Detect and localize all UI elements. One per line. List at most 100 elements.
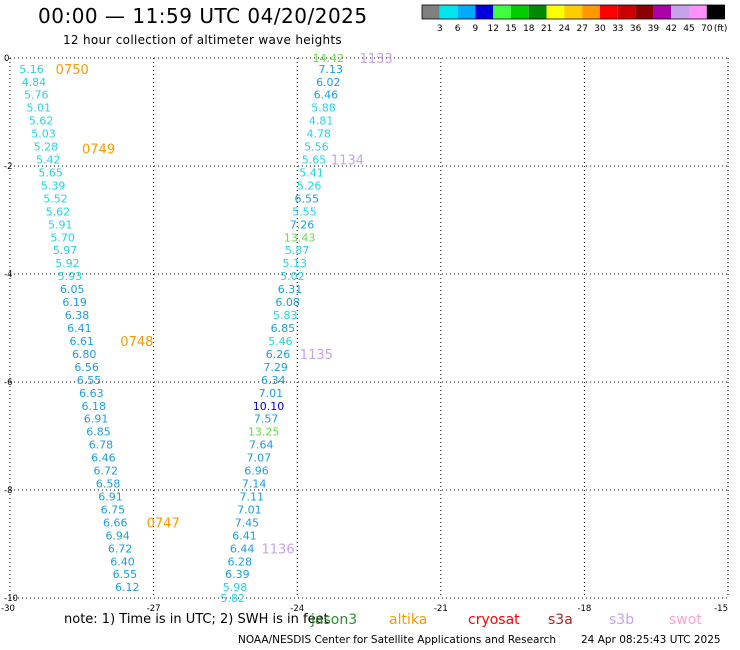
wave-height-value: 5.03 xyxy=(31,128,56,141)
wave-height-value: 6.80 xyxy=(72,348,97,361)
wave-height-value: 6.91 xyxy=(98,490,123,503)
wave-height-value: 6.18 xyxy=(82,400,107,413)
y-tick-label: -10 xyxy=(4,594,18,604)
colorbar-label: 33 xyxy=(612,24,623,34)
satellite-swot: swot xyxy=(669,612,702,628)
satellite-altika: altika xyxy=(389,612,428,628)
wave-height-value: 5.70 xyxy=(50,231,75,244)
colorbar-label: 39 xyxy=(648,24,660,34)
satellite-cryosat: cryosat xyxy=(468,612,520,628)
wave-height-value: 5.98 xyxy=(223,581,248,594)
colorbar-swatch xyxy=(422,5,440,19)
satellite-s3b: s3b xyxy=(609,612,635,628)
wave-height-value: 5.26 xyxy=(297,179,322,192)
x-tick-label: -24 xyxy=(290,604,304,614)
wave-height-value: 6.05 xyxy=(60,283,85,296)
x-tick-label: -15 xyxy=(714,604,728,614)
colorbar-swatch xyxy=(706,5,725,19)
wave-height-value: 5.93 xyxy=(58,270,83,283)
y-tick-label: -4 xyxy=(4,270,12,280)
wave-height-value: 5.87 xyxy=(285,244,310,257)
colorbar-swatch xyxy=(600,5,618,19)
wave-height-value: 5.46 xyxy=(268,335,293,348)
wave-height-value: 6.61 xyxy=(70,335,95,348)
pass-time-label: 0749 xyxy=(82,143,115,158)
wave-height-value: 6.41 xyxy=(67,322,92,335)
wave-height-value: 5.16 xyxy=(19,63,44,76)
wave-height-value: 5.13 xyxy=(283,257,308,270)
colorbar-label: 9 xyxy=(473,24,479,34)
wave-height-value: 7.45 xyxy=(235,516,260,529)
wave-height-value: 4.84 xyxy=(22,76,47,89)
wave-height-value: 5.82 xyxy=(220,592,245,605)
wave-height-value: 5.01 xyxy=(26,102,51,115)
colorbar-swatch xyxy=(689,5,707,19)
pass-time-label: 1133 xyxy=(360,52,393,67)
pass-time-label: 1135 xyxy=(300,348,333,363)
colorbar-label: (ft) xyxy=(714,24,728,34)
colorbar-frame xyxy=(421,4,726,20)
colorbar-label: 21 xyxy=(541,24,552,34)
colorbar-label: 18 xyxy=(523,24,535,34)
colorbar-swatch xyxy=(653,5,672,19)
pass-time-label: 0747 xyxy=(147,516,180,531)
wave-height-value: 6.91 xyxy=(84,413,109,426)
x-tick-label: -27 xyxy=(147,604,161,614)
wave-height-value: 5.28 xyxy=(34,141,59,154)
pass-time-label: 0750 xyxy=(56,63,89,78)
colorbar-label: 42 xyxy=(665,24,676,34)
wave-height-value: 6.56 xyxy=(74,361,99,374)
wave-height-value: 5.97 xyxy=(53,244,78,257)
y-tick-label: -2 xyxy=(4,162,12,172)
y-tick-label: -6 xyxy=(4,378,12,388)
wave-height-value: 7.01 xyxy=(259,387,284,400)
colorbar-swatch xyxy=(564,5,583,19)
wave-height-value: 6.08 xyxy=(275,296,300,309)
colorbar-label: 30 xyxy=(594,24,606,34)
wave-height-value: 6.55 xyxy=(77,374,102,387)
wave-height-value: 7.64 xyxy=(249,439,274,452)
wave-height-value: 7.11 xyxy=(239,490,264,503)
wave-height-value: 6.85 xyxy=(86,426,111,439)
wave-height-value: 5.52 xyxy=(43,192,68,205)
wave-height-value: 7.07 xyxy=(247,452,272,465)
wave-height-value: 6.66 xyxy=(103,516,128,529)
wave-height-value: 6.12 xyxy=(115,581,140,594)
wave-height-value: 7.14 xyxy=(242,478,267,491)
wave-height-value: 6.19 xyxy=(62,296,87,309)
colorbar-label: 36 xyxy=(630,24,642,34)
wave-height-value: 6.63 xyxy=(79,387,104,400)
credit-timestamp: 24 Apr 08:25:43 UTC 2025 xyxy=(581,634,721,646)
axis-ticks: -30 -27 -24 -21 -18 -15 0 -2 -4 -6 -8 -10 xyxy=(1,54,728,614)
colorbar-label: 70 xyxy=(701,24,713,34)
colorbar-swatch xyxy=(475,5,494,19)
wave-height-value: 6.44 xyxy=(230,542,255,555)
wave-height-value: 6.28 xyxy=(228,555,253,568)
wave-height-value: 6.55 xyxy=(113,568,138,581)
colorbar-label: 6 xyxy=(455,24,461,34)
colorbar-label: 3 xyxy=(437,24,443,34)
credit-organization: NOAA/NESDIS Center for Satellite Applica… xyxy=(238,634,556,646)
wave-height-value: 6.85 xyxy=(271,322,296,335)
colorbar-swatch xyxy=(493,5,511,19)
wave-height-value: 4.81 xyxy=(309,115,334,128)
colorbar-swatch xyxy=(546,5,565,19)
chart-subtitle: 12 hour collection of altimeter wave hei… xyxy=(63,33,342,47)
wave-height-value: 10.10 xyxy=(253,400,285,413)
wave-height-value: 6.75 xyxy=(101,503,126,516)
colorbar-swatch xyxy=(617,5,636,19)
wave-height-value: 6.96 xyxy=(244,465,269,478)
y-tick-label: -8 xyxy=(4,486,12,496)
wave-height-value: 7.29 xyxy=(263,361,288,374)
wave-height-value: 13.43 xyxy=(284,231,316,244)
wave-height-value: 6.46 xyxy=(91,452,116,465)
colorbar-label: 15 xyxy=(505,24,516,34)
wave-height-value: 7.01 xyxy=(237,503,262,516)
wave-height-value: 6.58 xyxy=(96,478,121,491)
wave-height-value: 5.39 xyxy=(41,179,66,192)
wave-height-value: 13.25 xyxy=(248,426,280,439)
satellite-jason3: jason3 xyxy=(311,612,358,628)
x-tick-label: -30 xyxy=(1,604,15,614)
chart-title: 00:00 — 11:59 UTC 04/20/2025 xyxy=(38,4,368,28)
